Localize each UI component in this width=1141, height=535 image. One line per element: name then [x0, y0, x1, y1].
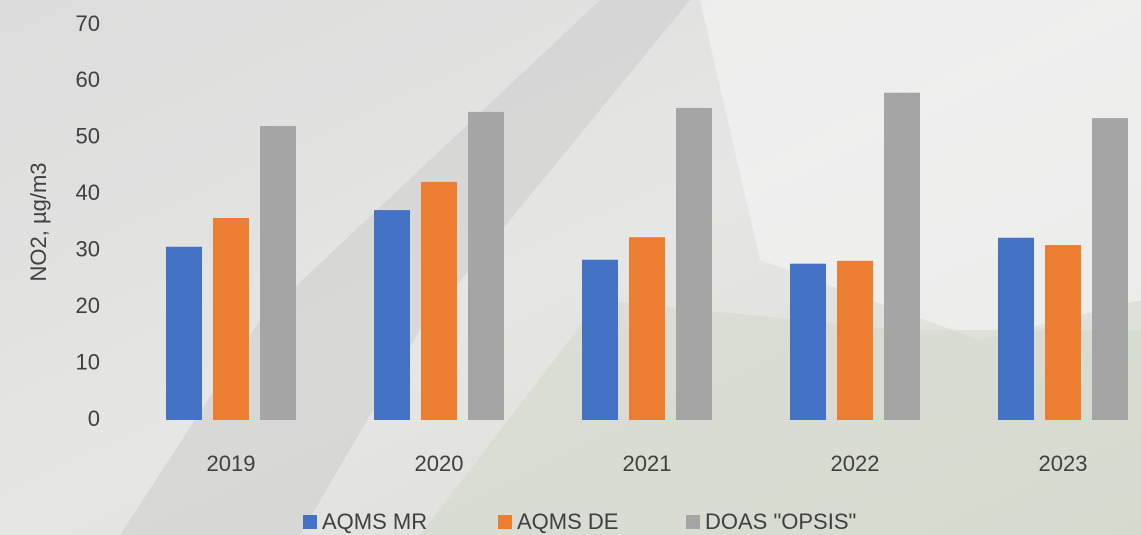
x-tick-label: 2022 [831, 451, 880, 476]
x-tick-label: 2021 [623, 451, 672, 476]
bar [213, 217, 249, 420]
bar [421, 181, 457, 420]
bar [790, 263, 826, 420]
bar [1045, 245, 1081, 420]
bar [1092, 118, 1128, 420]
bar [374, 210, 410, 420]
y-tick-label: 60 [76, 67, 100, 92]
bar [837, 260, 873, 420]
y-tick-label: 50 [76, 124, 100, 149]
y-tick-label: 0 [88, 406, 100, 431]
bar [629, 237, 665, 420]
y-tick-label: 70 [76, 11, 100, 36]
bar [998, 237, 1034, 420]
legend-label: DOAS "OPSIS" [705, 509, 856, 534]
y-tick-label: 10 [76, 349, 100, 374]
legend-swatch [303, 515, 317, 529]
legend-swatch [686, 515, 700, 529]
y-axis-label: NO2, µg/m3 [26, 162, 51, 281]
bar [468, 111, 504, 421]
bar [582, 259, 618, 420]
y-tick-label: 40 [76, 180, 100, 205]
bar [676, 107, 712, 420]
legend-label: AQMS MR [322, 509, 427, 534]
bar [260, 126, 296, 420]
legend-label: AQMS DE [517, 509, 618, 534]
bar [166, 246, 202, 420]
legend-swatch [498, 515, 512, 529]
y-tick-label: 30 [76, 237, 100, 262]
x-tick-label: 2023 [1039, 451, 1088, 476]
x-tick-label: 2019 [207, 451, 256, 476]
x-tick-label: 2020 [415, 451, 464, 476]
bar [884, 92, 920, 420]
y-tick-label: 20 [76, 293, 100, 318]
